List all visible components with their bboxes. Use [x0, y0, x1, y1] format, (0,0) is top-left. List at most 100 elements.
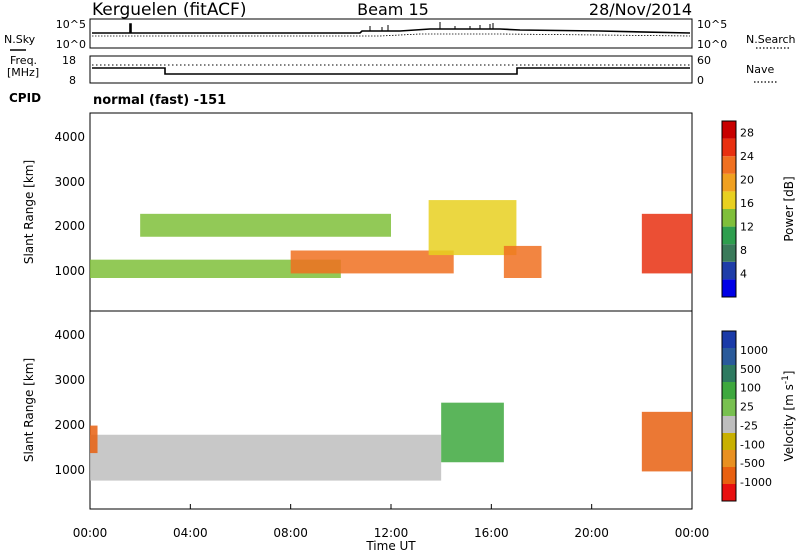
power-colorbar-tick-label: 20 [740, 174, 754, 187]
power-colorbar-swatch [722, 156, 736, 174]
velocity-patch [641, 411, 692, 472]
velocity-colorbar-frame [721, 330, 737, 502]
velocity-colorbar-label-close: ] [782, 371, 796, 376]
velocity-colorbar-tick-label: -25 [740, 419, 758, 432]
velocity-colorbar-swatch [722, 450, 736, 467]
power-colorbar-frame [721, 120, 737, 298]
velocity-colorbar-ticks: 1000 500 100 25 -25 -100 -500 -1000 [740, 344, 772, 489]
freq-label-line1: Freq. [10, 54, 37, 67]
power-colorbar-tick-label: 4 [740, 268, 747, 281]
power-ytick-4000: 4000 [54, 130, 85, 144]
power-ytick-3000: 3000 [54, 175, 85, 189]
velocity-colorbar-label-exp: -1 [781, 375, 791, 384]
nsky-spikes [369, 22, 494, 31]
x-tick-label: 08:00 [273, 526, 308, 540]
power-patch [90, 259, 341, 278]
velocity-colorbar-swatch [722, 416, 736, 433]
power-ytick-2000: 2000 [54, 219, 85, 233]
velocity-colorbar-swatch [722, 467, 736, 484]
power-colorbar-tick-label: 12 [740, 221, 754, 234]
velocity-xticks: 00:00 04:00 08:00 12:00 16:00 20:00 00:00 [73, 504, 710, 540]
power-colorbar-swatch [722, 121, 736, 139]
velocity-colorbar-label-text: Velocity [m s [782, 384, 796, 461]
x-tick-label: 12:00 [374, 526, 409, 540]
power-cells [90, 200, 692, 278]
power-plot-frame [89, 112, 693, 312]
velocity-colorbar-swatches [722, 331, 736, 501]
noise-right-tick-high: 10^5 [697, 18, 727, 31]
power-patch [428, 200, 517, 256]
date-title: 28/Nov/2014 [589, 0, 692, 19]
velocity-ytick-3000: 3000 [54, 373, 85, 387]
power-colorbar-tick-label: 16 [740, 197, 754, 210]
beam-title: Beam 15 [357, 0, 429, 19]
velocity-patch [441, 402, 504, 463]
power-colorbar-swatch [722, 138, 736, 157]
cpid-value: normal (fast) -151 [93, 93, 226, 108]
velocity-ylabel: Slant Range [km] [22, 358, 36, 462]
power-patch [290, 250, 454, 274]
velocity-cells [90, 402, 692, 481]
freq-left-tick-high: 18 [62, 54, 76, 67]
power-colorbar-tick-label: 24 [740, 150, 754, 163]
power-colorbar-tick-label: 28 [740, 127, 754, 140]
power-colorbar-swatch [722, 191, 736, 209]
freq-trace [92, 67, 690, 75]
velocity-ytick-1000: 1000 [54, 463, 85, 477]
x-tick-label: 00:00 [675, 526, 710, 540]
x-tick-label: 16:00 [474, 526, 509, 540]
velocity-colorbar-swatch [722, 331, 736, 348]
velocity-ytick-4000: 4000 [54, 328, 85, 342]
velocity-colorbar-swatch [722, 382, 736, 399]
noise-panel: 10^5 10^0 10^5 10^0 N.Sky N.Search [4, 18, 796, 51]
power-colorbar-swatch [722, 209, 736, 227]
velocity-colorbar-swatch [722, 399, 736, 416]
x-tick-label: 20:00 [574, 526, 609, 540]
power-colorbar-swatch [722, 173, 736, 192]
velocity-colorbar-tick-label: 500 [740, 363, 761, 376]
power-colorbar-ticks: 4 8 12 16 20 24 28 [740, 127, 754, 281]
x-tick-label: 00:00 [73, 526, 108, 540]
power-patch [140, 213, 391, 237]
nsky-trace [92, 23, 691, 34]
power-ytick-1000: 1000 [54, 264, 85, 278]
velocity-colorbar-swatch [722, 348, 736, 365]
nave-label: Nave [746, 63, 774, 76]
velocity-colorbar-label: Velocity [m s-1] [781, 371, 796, 462]
noise-right-tick-low: 10^0 [697, 38, 727, 51]
nsky-label: N.Sky [4, 33, 36, 46]
noise-left-tick-high: 10^5 [56, 18, 86, 31]
velocity-colorbar-tick-label: -1000 [740, 476, 772, 489]
velocity-colorbar-tick-label: -500 [740, 457, 765, 470]
velocity-patch [90, 425, 98, 454]
power-colorbar-swatch [722, 261, 736, 280]
velocity-colorbar-tick-label: 1000 [740, 344, 768, 357]
noise-left-tick-low: 10^0 [56, 38, 86, 51]
nave-right-tick-low: 0 [697, 74, 704, 87]
freq-panel-frame [89, 55, 693, 84]
power-colorbar-swatch [722, 279, 736, 297]
power-colorbar-tick-label: 8 [740, 244, 747, 257]
velocity-colorbar-tick-label: 100 [740, 382, 761, 395]
power-colorbar: 4 8 12 16 20 24 28 Power [dB] [721, 120, 796, 298]
power-patch [503, 245, 542, 278]
velocity-ytick-2000: 2000 [54, 418, 85, 432]
velocity-colorbar: 1000 500 100 25 -25 -100 -500 -1000 Velocity [m… [721, 330, 796, 502]
nave-right-tick-high: 60 [697, 54, 711, 67]
cpid-label: CPID [9, 91, 41, 105]
velocity-patch [90, 434, 442, 481]
velocity-colorbar-tick-label: -100 [740, 438, 765, 451]
velocity-heatmap: Slant Range [km] 1000 2000 3000 4000 00:… [22, 310, 710, 553]
velocity-colorbar-swatch [722, 484, 736, 501]
velocity-xlabel: Time UT [365, 539, 416, 553]
velocity-colorbar-tick-label: 25 [740, 401, 754, 414]
power-patch [641, 213, 692, 274]
power-colorbar-swatches [722, 121, 736, 297]
velocity-colorbar-swatch [722, 365, 736, 382]
freq-label-line2: [MHz] [7, 66, 39, 79]
power-heatmap: Slant Range [km] 1000 2000 3000 4000 [22, 112, 693, 312]
station-title: Kerguelen (fitACF) [92, 0, 246, 20]
nsearch-label: N.Search [746, 33, 796, 46]
freq-left-tick-low: 8 [69, 74, 76, 87]
